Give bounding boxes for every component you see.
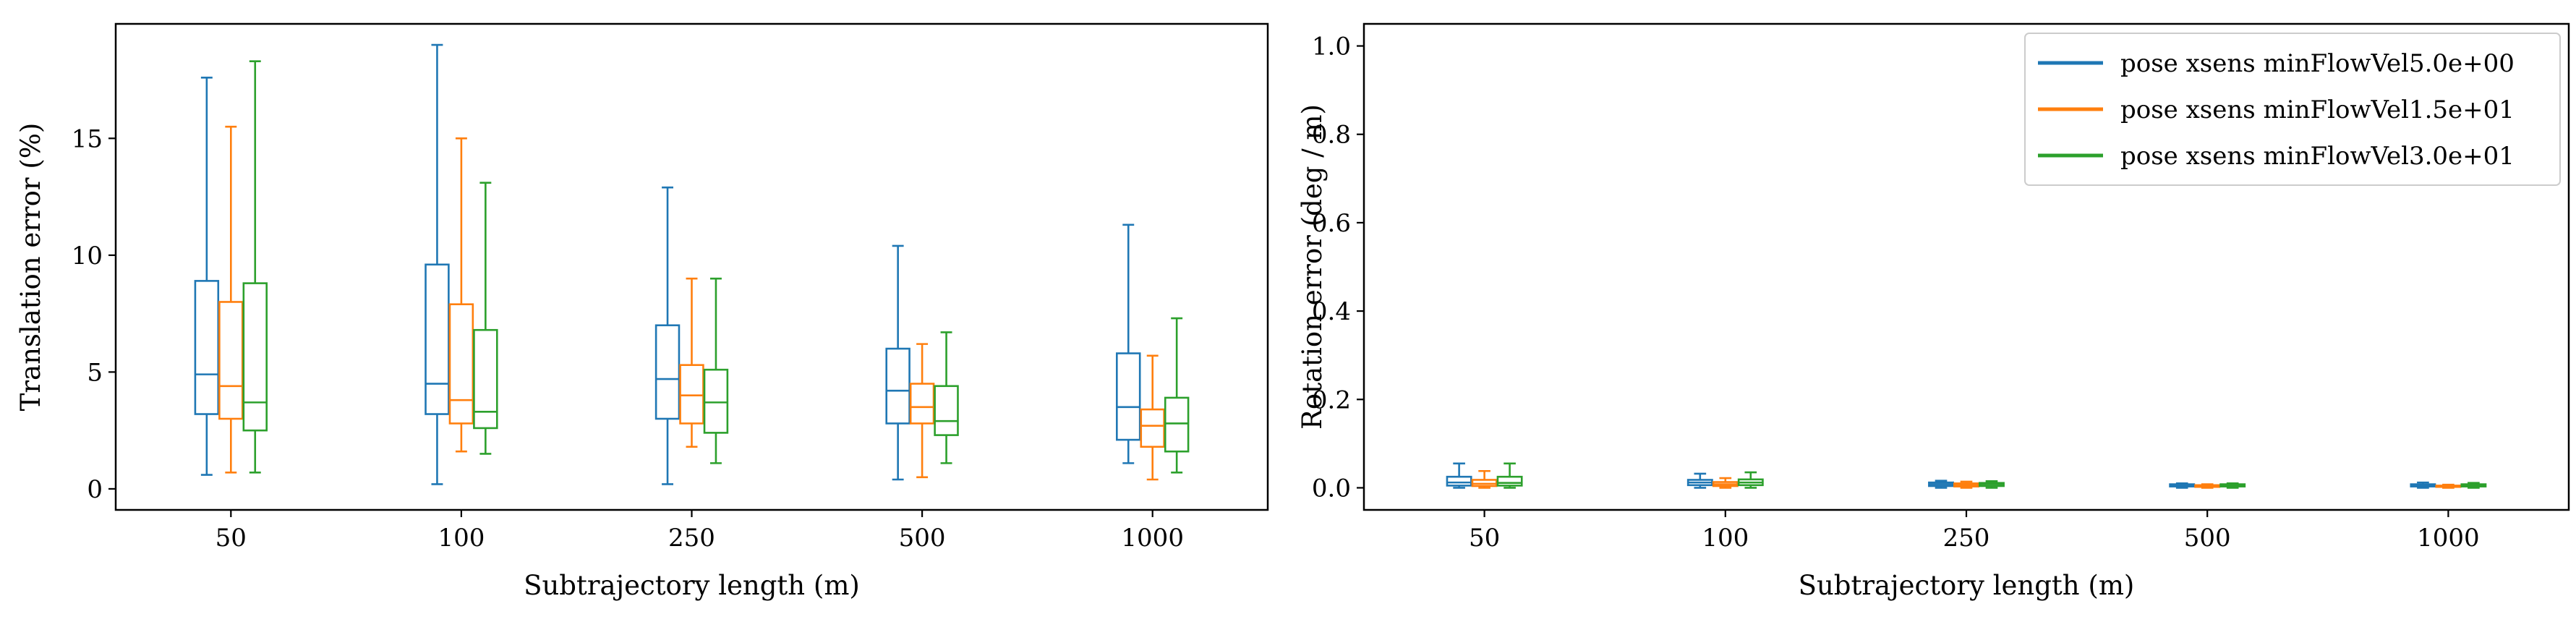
x-tick-label: 250 — [1943, 524, 1990, 553]
box-iqr — [1116, 352, 1141, 441]
box-250-series-3 — [703, 277, 729, 464]
box-iqr — [654, 324, 681, 420]
box-iqr — [885, 347, 910, 425]
y-tick-label: 0.6 — [1312, 209, 1351, 238]
x-tick-label: 1000 — [1121, 524, 1184, 553]
axis-ticks: 50 100 250 500 1000 0 5 10 15 — [72, 124, 1184, 553]
box-100-series-2 — [448, 137, 474, 453]
box-50-series-2 — [1471, 469, 1498, 489]
y-axis-label: Rotation error (deg / m) — [1297, 104, 1328, 430]
y-tick-label: 0.2 — [1312, 385, 1351, 414]
box-iqr — [473, 328, 498, 430]
box-1000-series-1 — [1116, 223, 1141, 464]
box-250-series-1 — [654, 186, 681, 485]
translation-error-panel: 50 100 250 500 1000 0 5 10 15 Subtrajectory leng… — [15, 22, 1269, 601]
legend-label-minflowvel-15: pose xsens minFlowVel1.5e+01 — [2120, 95, 2515, 124]
box-250-series-1 — [1928, 480, 1954, 489]
box-500-series-2 — [2194, 483, 2221, 489]
legend-label-minflowvel-30: pose xsens minFlowVel3.0e+01 — [2120, 142, 2515, 171]
y-tick-label: 0.0 — [1312, 474, 1351, 503]
y-tick-label: 15 — [72, 124, 103, 153]
x-tick-label: 500 — [2184, 524, 2231, 553]
y-tick-label: 10 — [72, 242, 103, 270]
box-50-series-3 — [242, 60, 268, 474]
box-marks — [194, 43, 1190, 485]
box-iqr — [679, 364, 704, 425]
box-1000-series-2 — [2435, 483, 2462, 489]
x-tick-label: 500 — [899, 524, 946, 553]
box-500-series-2 — [909, 343, 935, 479]
y-tick-label: 0.8 — [1312, 121, 1351, 150]
series-3 — [242, 60, 1190, 474]
box-250-series-2 — [1953, 480, 1979, 489]
series-1 — [1446, 462, 2436, 489]
y-tick-label: 0.4 — [1312, 297, 1351, 326]
x-tick-label: 100 — [1702, 524, 1749, 553]
box-1000-series-1 — [2410, 481, 2436, 489]
box-iqr — [934, 385, 959, 436]
box-iqr — [425, 263, 450, 415]
box-iqr — [909, 383, 935, 425]
box-500-series-3 — [2219, 482, 2246, 489]
box-iqr — [242, 282, 268, 432]
rotation-error-panel: 50 100 250 500 1000 0.0 0.2 0.4 0.6 0.8 1.0 Subtra… — [1297, 22, 2570, 601]
box-iqr — [218, 301, 244, 420]
box-50-series-3 — [1496, 462, 1523, 489]
box-500-series-1 — [885, 244, 910, 481]
box-100-series-1 — [1686, 472, 1713, 489]
y-tick-label: 1.0 — [1312, 33, 1351, 61]
axis-ticks: 50 100 250 500 1000 0.0 0.2 0.4 0.6 0.8 1.0 — [1312, 33, 2480, 553]
box-iqr — [1140, 408, 1165, 448]
x-tick-label: 50 — [216, 524, 247, 553]
box-50-series-1 — [1446, 462, 1472, 489]
box-50-series-1 — [194, 77, 220, 476]
x-axis-label: Subtrajectory length (m) — [1799, 570, 2135, 601]
box-iqr — [1446, 475, 1472, 487]
legend-label-minflowvel-5: pose xsens minFlowVel5.0e+00 — [2120, 49, 2515, 78]
box-100-series-3 — [1737, 471, 1764, 489]
box-1000-series-2 — [1140, 354, 1165, 481]
box-100-series-1 — [425, 43, 450, 485]
box-500-series-3 — [934, 331, 959, 464]
box-1000-series-3 — [2460, 482, 2487, 489]
box-250-series-3 — [1979, 480, 2005, 489]
box-500-series-1 — [2169, 482, 2196, 489]
box-250-series-2 — [679, 277, 704, 448]
box-iqr — [448, 303, 474, 425]
y-axis-label: Translation error (%) — [15, 123, 46, 412]
series-2 — [1471, 469, 2462, 489]
box-iqr — [1496, 475, 1523, 487]
x-tick-label: 1000 — [2417, 524, 2480, 553]
x-axis-label: Subtrajectory length (m) — [524, 570, 860, 601]
x-tick-label: 100 — [438, 524, 485, 553]
y-tick-label: 5 — [87, 358, 103, 387]
box-iqr — [1164, 396, 1190, 453]
box-100-series-3 — [473, 182, 498, 455]
legend: pose xsens minFlowVel5.0e+00 pose xsens … — [2024, 33, 2561, 186]
series-2 — [218, 125, 1165, 481]
x-tick-label: 50 — [1469, 524, 1500, 553]
box-marks — [1446, 462, 2487, 489]
legend-frame — [2024, 33, 2561, 186]
series-1 — [194, 43, 1141, 485]
x-tick-label: 250 — [668, 524, 715, 553]
series-3 — [1496, 462, 2487, 489]
y-tick-label: 0 — [87, 475, 103, 504]
box-iqr — [194, 280, 220, 415]
box-1000-series-3 — [1164, 317, 1190, 474]
box-100-series-2 — [1712, 477, 1739, 489]
box-iqr — [703, 368, 729, 434]
box-50-series-2 — [218, 125, 244, 474]
